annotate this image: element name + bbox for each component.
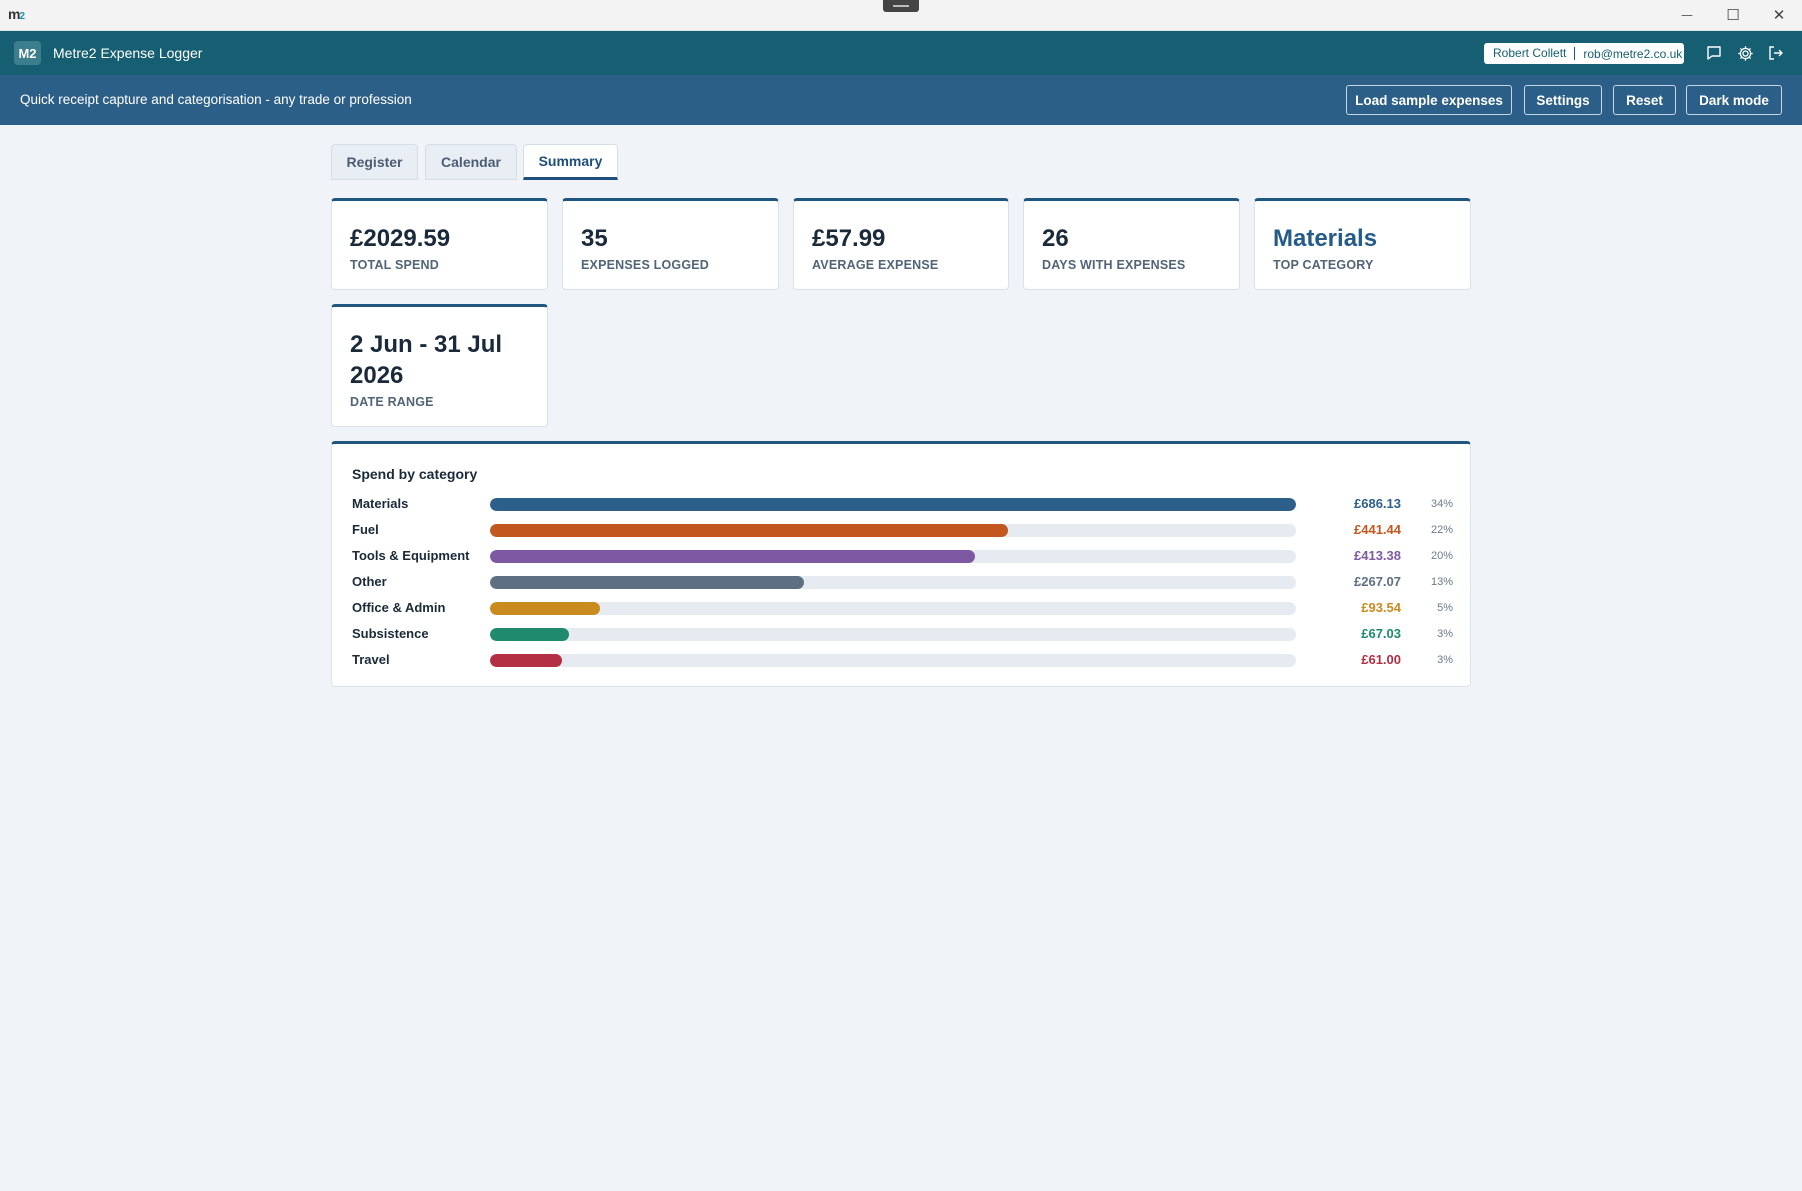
category-name: Other — [352, 574, 387, 589]
stat-value: 2 Jun - 31 Jul 2026 — [350, 329, 502, 391]
category-bar-fill — [490, 576, 804, 589]
date-range-line-1: 2 Jun - 31 Jul — [350, 331, 503, 358]
stat-value: Materials — [1273, 225, 1378, 252]
dark-mode-button[interactable]: Dark mode — [1686, 85, 1782, 115]
category-bar-fill — [490, 550, 976, 563]
category-name: Tools & Equipment — [352, 548, 470, 563]
tab-calendar[interactable]: Calendar — [425, 144, 517, 180]
app-title: Metre2 Expense Logger — [53, 45, 203, 61]
gear-icon[interactable] — [1734, 42, 1756, 64]
minimize-button[interactable]: — — [1681, 8, 1693, 22]
stat-label: DATE RANGE — [350, 395, 434, 409]
stat-value: £2029.59 — [350, 225, 451, 252]
category-percent: 3% — [1437, 628, 1453, 640]
stat-label: DAYS WITH EXPENSES — [1042, 258, 1186, 272]
stat-card-top-category: Materials TOP CATEGORY — [1254, 198, 1471, 290]
category-row: Travel £61.00 3% — [332, 650, 1472, 670]
stat-value: 26 — [1042, 225, 1069, 252]
tab-register[interactable]: Register — [331, 144, 418, 180]
chat-icon[interactable] — [1703, 42, 1725, 64]
app-logo-icon: m2 — [8, 6, 25, 22]
tagline: Quick receipt capture and categorisation… — [20, 92, 412, 107]
stat-card-total-spend: £2029.59 TOTAL SPEND — [331, 198, 548, 290]
category-row: Tools & Equipment £413.38 20% — [332, 546, 1472, 566]
stat-value: 35 — [581, 225, 608, 252]
category-amount: £413.38 — [1354, 548, 1401, 563]
category-bar-fill — [490, 524, 1009, 537]
os-titlebar: m2 — ☐ ✕ — [0, 0, 1802, 31]
reset-button[interactable]: Reset — [1613, 85, 1676, 115]
panel-title: Spend by category — [352, 466, 478, 482]
category-name: Materials — [352, 496, 409, 511]
category-percent: 34% — [1430, 498, 1453, 510]
category-name: Travel — [352, 652, 390, 667]
stat-card-expenses-logged: 35 EXPENSES LOGGED — [562, 198, 779, 290]
settings-button[interactable]: Settings — [1524, 85, 1602, 115]
category-percent: 20% — [1430, 550, 1453, 562]
category-bar-fill — [490, 654, 562, 667]
tab-summary[interactable]: Summary — [523, 144, 618, 180]
category-amount: £267.07 — [1354, 574, 1401, 589]
category-name: Fuel — [352, 522, 379, 537]
maximize-button[interactable]: ☐ — [1726, 6, 1740, 24]
stat-label: EXPENSES LOGGED — [581, 258, 710, 272]
category-bar-fill — [490, 498, 1296, 511]
category-bar-track — [490, 628, 1296, 641]
spend-by-category-panel: Spend by category Materials £686.13 34% Fue… — [331, 441, 1471, 687]
category-name: Subsistence — [352, 626, 429, 641]
stat-label: TOP CATEGORY — [1273, 258, 1374, 272]
category-bar-track — [490, 602, 1296, 615]
category-row: Other £267.07 13% — [332, 572, 1472, 592]
category-amount: £686.13 — [1354, 496, 1401, 511]
user-name: Robert Collett — [1484, 47, 1576, 60]
category-percent: 13% — [1430, 576, 1453, 588]
category-bar-track — [490, 654, 1296, 667]
logout-icon[interactable] — [1765, 42, 1787, 64]
snap-handle[interactable] — [883, 0, 919, 12]
category-row: Materials £686.13 34% — [332, 494, 1472, 514]
stat-card-average-expense: £57.99 AVERAGE EXPENSE — [793, 198, 1009, 290]
category-percent: 22% — [1430, 524, 1453, 536]
stat-card-days-with-expenses: 26 DAYS WITH EXPENSES — [1023, 198, 1240, 290]
category-amount: £93.54 — [1361, 600, 1401, 615]
category-amount: £61.00 — [1361, 652, 1401, 667]
category-row: Subsistence £67.03 3% — [332, 624, 1472, 644]
stat-value: £57.99 — [812, 225, 886, 252]
category-bar-track — [490, 576, 1296, 589]
category-bar-track — [490, 524, 1296, 537]
category-amount: £441.44 — [1354, 522, 1401, 537]
category-bar-fill — [490, 602, 600, 615]
stat-label: AVERAGE EXPENSE — [812, 258, 939, 272]
stat-card-date-range: 2 Jun - 31 Jul 2026 DATE RANGE — [331, 304, 548, 427]
sub-bar: Quick receipt capture and categorisation… — [0, 75, 1802, 125]
date-range-line-2: 2026 — [350, 362, 404, 389]
category-bar-track — [490, 550, 1296, 563]
user-email: rob@metre2.co.uk — [1583, 46, 1683, 61]
category-percent: 5% — [1437, 602, 1453, 614]
category-row: Fuel £441.44 22% — [332, 520, 1472, 540]
stat-label: TOTAL SPEND — [350, 258, 440, 272]
app-badge: M2 — [14, 41, 41, 65]
app-header: M2 Metre2 Expense Logger Robert Collett … — [0, 31, 1802, 75]
user-pill[interactable]: Robert Collett rob@metre2.co.uk — [1484, 43, 1684, 64]
category-bar-track — [490, 498, 1296, 511]
category-name: Office & Admin — [352, 600, 446, 615]
category-row: Office & Admin £93.54 5% — [332, 598, 1472, 618]
close-button[interactable]: ✕ — [1772, 6, 1786, 24]
category-bar-fill — [490, 628, 569, 641]
category-amount: £67.03 — [1361, 626, 1401, 641]
category-percent: 3% — [1437, 654, 1453, 666]
load-sample-expenses-button[interactable]: Load sample expenses — [1346, 85, 1512, 115]
